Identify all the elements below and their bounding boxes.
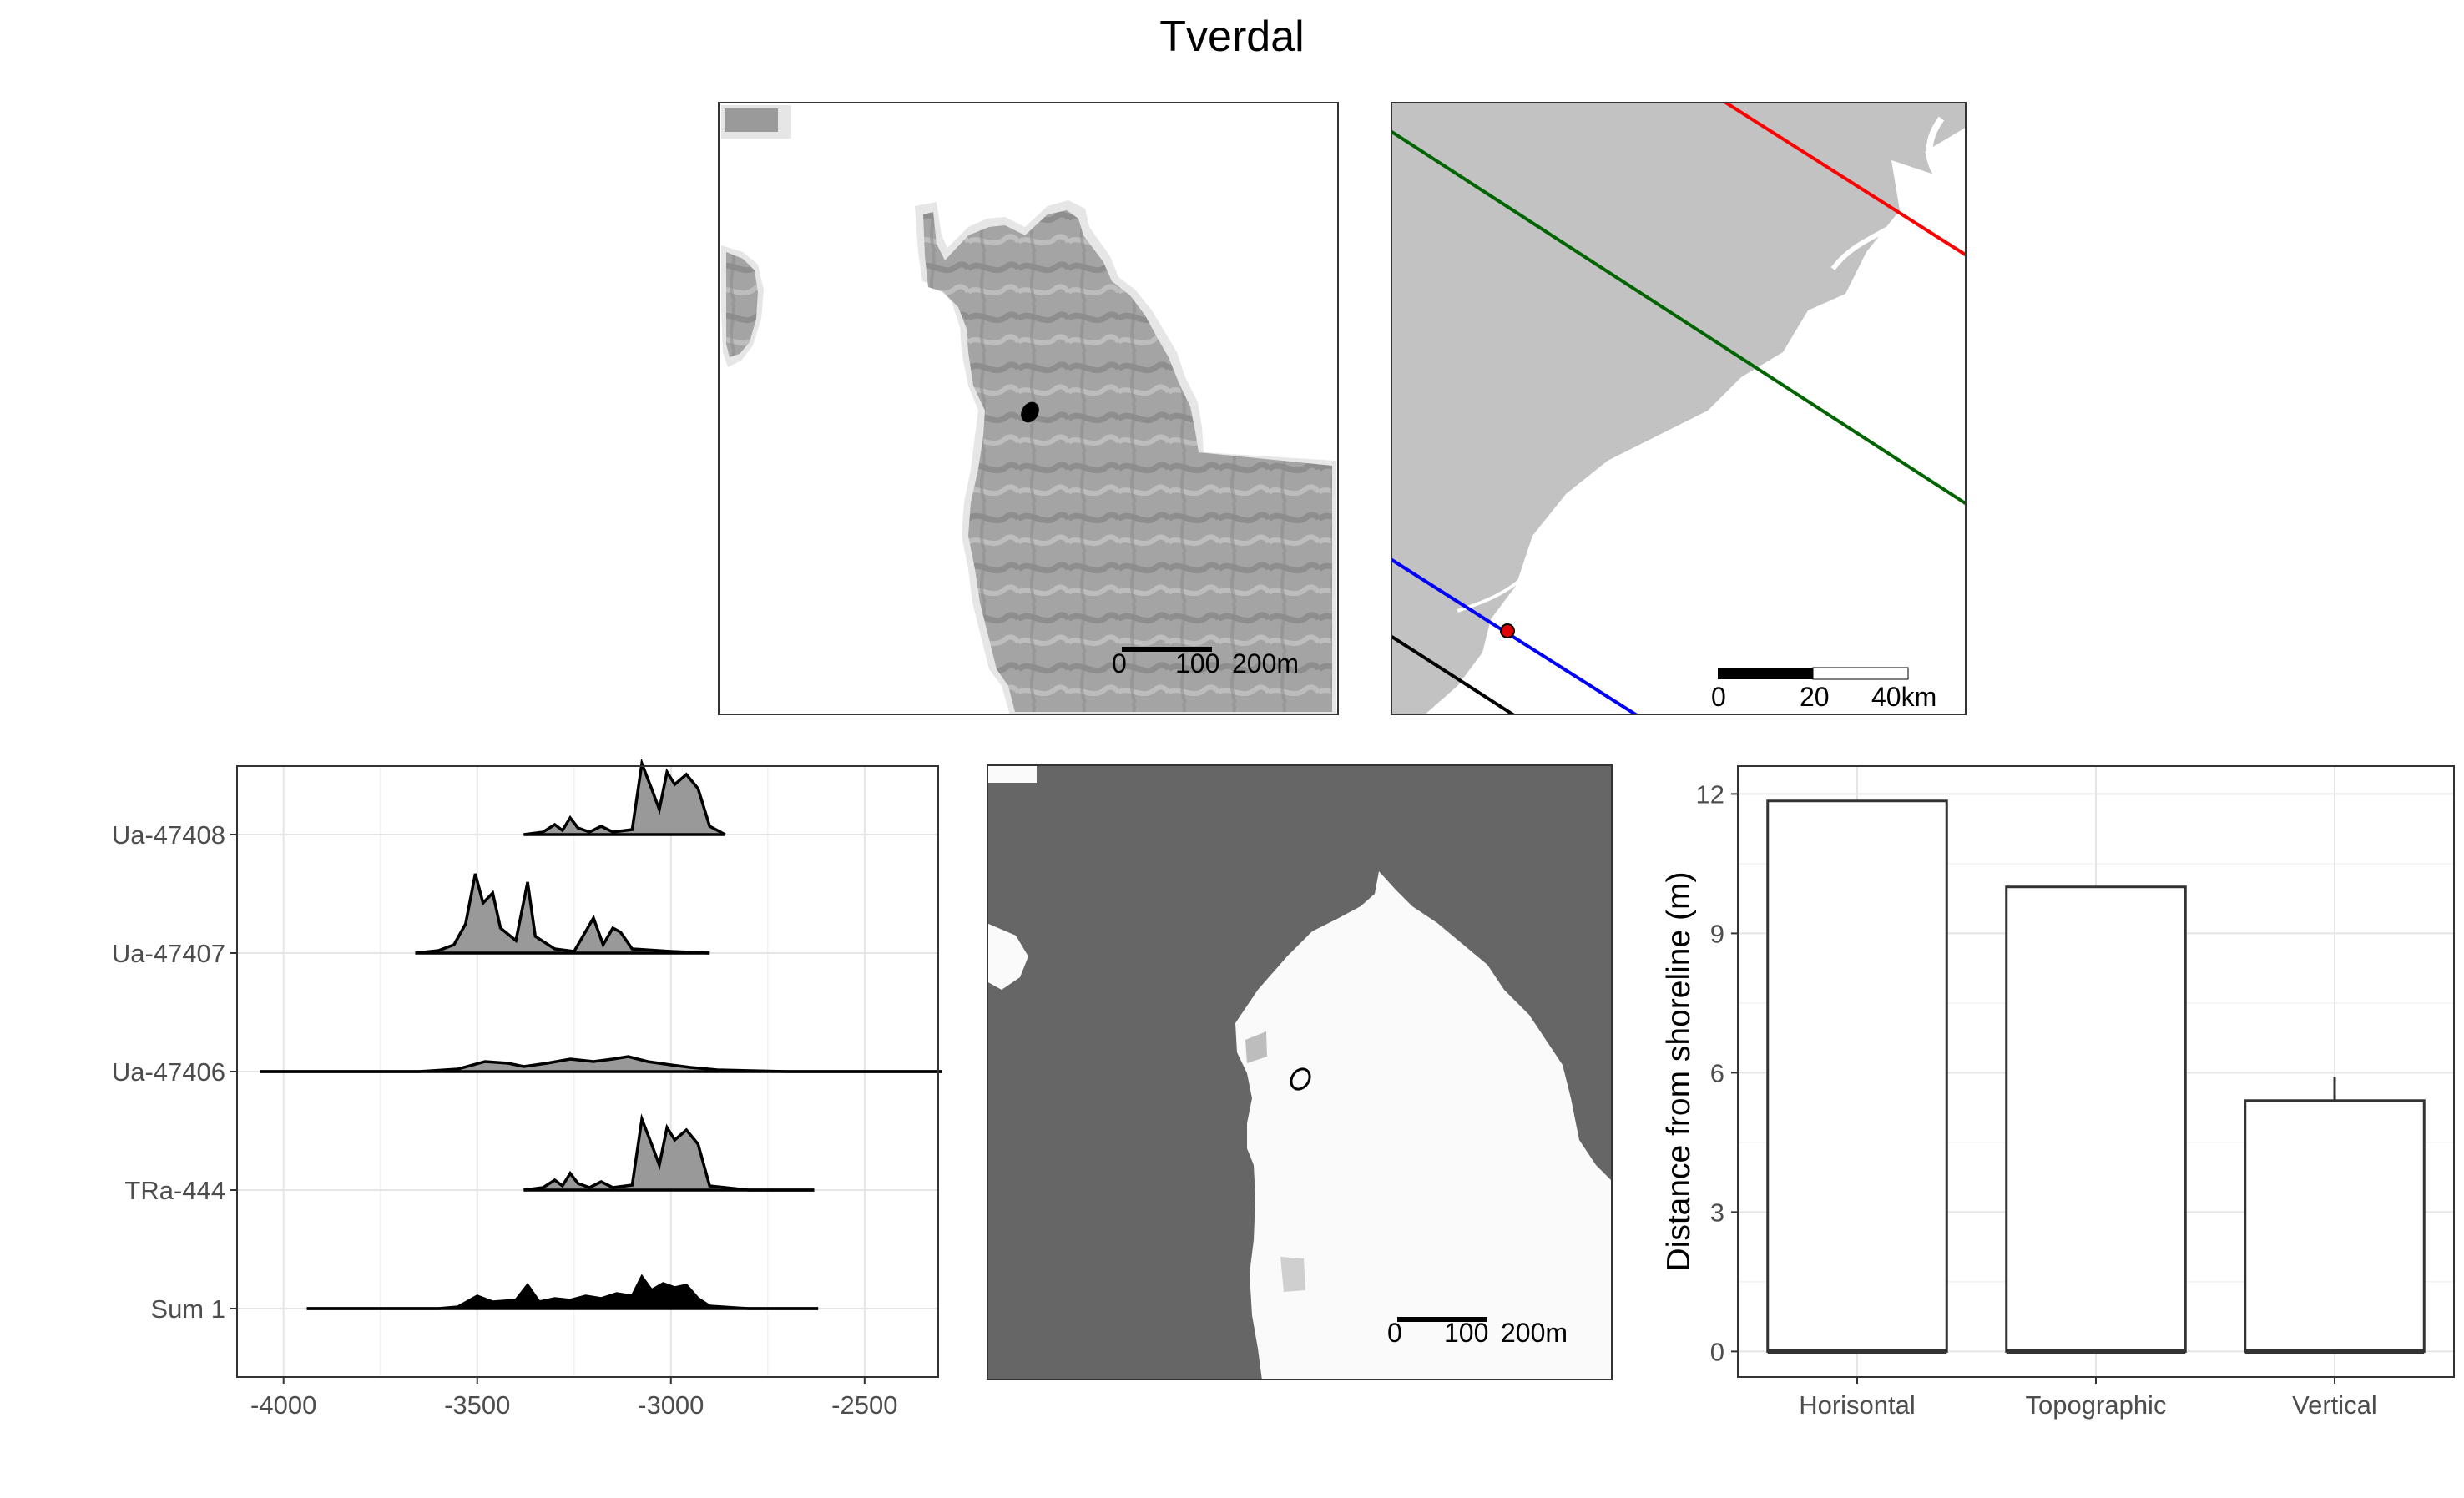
- scale-label-0: 0: [1387, 1318, 1402, 1348]
- site-marker: [1021, 401, 1039, 423]
- density-area: [415, 874, 710, 953]
- x-tick-label: -4000: [250, 1390, 316, 1420]
- x-tick-label: Topographic: [2026, 1390, 2167, 1420]
- box: [1766, 799, 1948, 1353]
- isobase-line-red: [1723, 102, 1967, 257]
- density-area: [523, 1119, 815, 1190]
- x-tick-label: -3500: [444, 1390, 510, 1420]
- scale-label-100: 100: [1175, 648, 1219, 678]
- scale-label-0: 0: [1112, 648, 1127, 678]
- scale-bar: 0 100 200m: [1387, 1317, 1568, 1348]
- y-tick-label: 3: [1710, 1198, 1724, 1227]
- x-tick-label: -2500: [831, 1390, 897, 1420]
- y-tick-label: 9: [1710, 919, 1724, 948]
- scale-label-20: 20: [1800, 682, 1830, 712]
- site-outline: [1290, 1067, 1311, 1091]
- y-tick-label: Ua-47407: [112, 939, 225, 968]
- boxplot-chart: 0 3 6 9 12 Horisontal Topographic Vertical Dista…: [1661, 765, 2455, 1420]
- regional-map-panel: 0 20 40km: [1391, 102, 1967, 715]
- figure-title: Tverdal: [1159, 13, 1305, 61]
- density-curve: [523, 1113, 815, 1192]
- box: [2244, 1099, 2426, 1353]
- land-area: [1391, 102, 1967, 715]
- y-tick-label: TRa-444: [124, 1176, 225, 1205]
- isobase-line-green: [1391, 129, 1967, 506]
- land-area: [1235, 871, 1613, 1380]
- scale-label-0: 0: [1711, 682, 1726, 712]
- scale-label-100: 100: [1444, 1318, 1488, 1348]
- scale-bar: 0 20 40km: [1711, 667, 1936, 712]
- isobase-line-blue: [1391, 557, 1638, 715]
- y-axis-title: Distance from shoreline (m): [1661, 872, 1697, 1272]
- density-area: [306, 1277, 819, 1309]
- density-curve: [415, 873, 710, 955]
- box: [2005, 885, 2187, 1353]
- density-curve: [306, 1274, 819, 1310]
- scale-label-200m: 200m: [1501, 1318, 1568, 1348]
- y-tick-label: Sum 1: [150, 1294, 225, 1324]
- y-tick-label: 0: [1710, 1337, 1724, 1366]
- sea-level-map-panel: 0 100 200m: [987, 764, 1613, 1380]
- x-tick-label: -3000: [638, 1390, 704, 1420]
- x-tick-label: Horisontal: [1799, 1390, 1916, 1420]
- ridgeline-chart: Ua-47408 Ua-47407 Ua-47406 TRa-444 Sum 1 -400…: [112, 759, 942, 1420]
- density-curve: [523, 759, 726, 836]
- x-tick-label: Vertical: [2292, 1390, 2377, 1420]
- y-tick-label: Ua-47406: [112, 1057, 225, 1087]
- y-tick-label: Ua-47408: [112, 820, 225, 850]
- y-tick-label: 6: [1710, 1058, 1724, 1087]
- density-area: [260, 1057, 942, 1072]
- density-curve: [260, 1055, 942, 1073]
- scale-bar: 0 100 200m: [1112, 647, 1299, 678]
- y-tick-label: 12: [1696, 779, 1724, 809]
- isobase-line-black: [1391, 634, 1516, 715]
- land-relief: [923, 210, 1332, 712]
- dem-map-panel: 0 100 200m: [718, 102, 1339, 715]
- scale-label-200m: 200m: [1232, 648, 1299, 678]
- scale-label-40km: 40km: [1871, 682, 1936, 712]
- site-point: [1500, 623, 1515, 638]
- density-area: [523, 764, 725, 835]
